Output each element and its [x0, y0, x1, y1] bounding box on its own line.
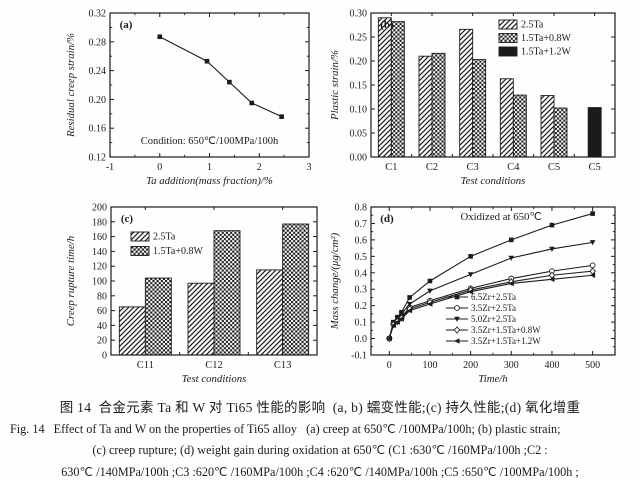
svg-text:Creep rupture time/h: Creep rupture time/h	[65, 236, 77, 326]
svg-text:100: 100	[422, 360, 437, 371]
svg-text:Test conditions: Test conditions	[461, 175, 526, 187]
figure-caption: 图 14 合金元素 Ta 和 W 对 Ti65 性能的影响 (a, b) 蠕变性…	[0, 397, 640, 481]
svg-text:180: 180	[92, 217, 107, 228]
svg-text:0: 0	[157, 162, 162, 173]
svg-text:C4: C4	[507, 162, 520, 173]
svg-text:C2: C2	[426, 162, 438, 173]
caption-english-line-1: Fig. 14 Effect of Ta and W on the proper…	[10, 421, 561, 436]
svg-text:0.20: 0.20	[350, 57, 368, 68]
svg-text:0.12: 0.12	[89, 153, 107, 164]
svg-text:300: 300	[504, 360, 519, 371]
caption-english-line-2: (c) creep rupture; (d) weight gain durin…	[92, 443, 548, 458]
svg-text:3.5Zr+2.5Ta: 3.5Zr+2.5Ta	[471, 303, 516, 313]
svg-text:0.7: 0.7	[355, 219, 368, 230]
svg-text:0.10: 0.10	[350, 105, 368, 116]
svg-text:3.5Zr+1.5Ta+1.2W: 3.5Zr+1.5Ta+1.2W	[471, 336, 541, 346]
svg-text:C11: C11	[137, 360, 154, 371]
panel-b-plastic-strain-bar-chart: C1 C2 C3 C4 C5 C5 0.00 0.05 0.10 0.15 0.20 0.25 0.30…	[326, 4, 632, 196]
svg-text:(a): (a)	[120, 19, 133, 31]
svg-text:1: 1	[207, 162, 212, 173]
svg-text:-0.1: -0.1	[351, 351, 367, 362]
svg-text:40: 40	[97, 321, 107, 332]
svg-text:(c): (c)	[121, 213, 134, 225]
svg-text:C1: C1	[385, 162, 397, 173]
svg-text:0.6: 0.6	[355, 235, 368, 246]
svg-text:Time/h: Time/h	[478, 373, 507, 385]
svg-text:C3: C3	[467, 162, 479, 173]
svg-text:0.4: 0.4	[355, 268, 368, 279]
svg-text:0.32: 0.32	[89, 9, 107, 20]
svg-text:400: 400	[544, 360, 559, 371]
caption-chinese: 图 14 合金元素 Ta 和 W 对 Ti65 性能的影响 (a, b) 蠕变性…	[59, 400, 581, 415]
svg-text:Plastic strain/%: Plastic strain/%	[329, 50, 341, 121]
svg-text:0.3: 0.3	[355, 285, 368, 296]
svg-text:2: 2	[257, 162, 262, 173]
svg-text:5.0Zr+2.5Ta: 5.0Zr+2.5Ta	[471, 314, 516, 324]
svg-text:C5: C5	[589, 162, 601, 173]
caption-english-line-3: 630℃ /140MPa/100h ;C3 :620℃ /160MPa/100h…	[61, 465, 579, 480]
svg-text:0.1: 0.1	[355, 318, 368, 329]
svg-text:C5: C5	[548, 162, 560, 173]
svg-text:0.8: 0.8	[355, 203, 368, 214]
svg-text:0.24: 0.24	[89, 66, 107, 77]
svg-text:3: 3	[307, 162, 312, 173]
svg-text:0.28: 0.28	[89, 37, 107, 48]
svg-text:Test conditions: Test conditions	[182, 373, 247, 385]
svg-text:2.5Ta: 2.5Ta	[153, 232, 176, 243]
svg-text:Residual creep strain/%: Residual creep strain/%	[65, 33, 77, 138]
svg-text:(b): (b)	[380, 19, 394, 31]
svg-text:0.0: 0.0	[355, 334, 368, 345]
chart-d-svg: -0.1 0.0 0.1 0.2 0.3 0.4 0.5 0.6 0.7 0.8 0 100 200 30…	[329, 203, 616, 385]
svg-text:0.15: 0.15	[350, 81, 368, 92]
svg-text:1.5Ta+1.2W: 1.5Ta+1.2W	[521, 47, 571, 58]
svg-text:1.5Ta+0.8W: 1.5Ta+0.8W	[521, 33, 571, 44]
svg-text:100: 100	[92, 277, 107, 288]
svg-text:120: 120	[92, 262, 107, 273]
panel-a-residual-creep-line-chart: 0.12 0.16 0.20 0.24 0.28 0.32 -1 0 1 2 3 Ta additio…	[60, 4, 322, 196]
svg-text:0.5: 0.5	[355, 252, 368, 263]
svg-text:2.5Ta: 2.5Ta	[521, 20, 544, 31]
panel-c-creep-rupture-bar-chart: C11 C12 C13 0 20 40 60 80 100 120 140 160 180 200 Test…	[60, 196, 334, 394]
chart-a-svg: 0.12 0.16 0.20 0.24 0.28 0.32 -1 0 1 2 3 Ta additio…	[65, 9, 312, 188]
svg-text:0.25: 0.25	[350, 33, 368, 44]
svg-text:1.5Ta+0.8W: 1.5Ta+0.8W	[153, 246, 203, 257]
svg-text:Condition: 650℃/100MPa/100h: Condition: 650℃/100MPa/100h	[141, 136, 279, 147]
svg-text:0.16: 0.16	[89, 124, 107, 135]
svg-text:C12: C12	[205, 360, 223, 371]
panel-d-oxidation-line-chart: -0.1 0.0 0.1 0.2 0.3 0.4 0.5 0.6 0.7 0.8 0 100 200 30…	[326, 196, 632, 394]
svg-text:0.05: 0.05	[350, 129, 368, 140]
svg-text:140: 140	[92, 247, 107, 258]
chart-c-svg: C11 C12 C13 0 20 40 60 80 100 120 140 160 180 200 Test…	[65, 203, 318, 385]
svg-text:Ta addition(mass fraction)/%: Ta addition(mass fraction)/%	[146, 175, 273, 187]
svg-text:-1: -1	[106, 162, 114, 173]
svg-text:0.20: 0.20	[89, 95, 107, 106]
svg-text:200: 200	[92, 203, 107, 214]
svg-text:20: 20	[97, 336, 107, 347]
svg-text:6.5Zr+2.5Ta: 6.5Zr+2.5Ta	[471, 292, 516, 302]
svg-text:(d): (d)	[380, 213, 394, 225]
svg-text:500: 500	[585, 360, 600, 371]
svg-text:60: 60	[97, 306, 107, 317]
svg-text:0.00: 0.00	[350, 153, 368, 164]
chart-b-svg: C1 C2 C3 C4 C5 C5 0.00 0.05 0.10 0.15 0.20 0.25 0.30…	[329, 9, 616, 187]
svg-text:3.5Zr+1.5Ta+0.8W: 3.5Zr+1.5Ta+0.8W	[471, 325, 541, 335]
svg-text:Mass change/(μg/cm²): Mass change/(μg/cm²)	[329, 232, 341, 330]
svg-text:0: 0	[102, 351, 107, 362]
svg-text:C13: C13	[274, 360, 292, 371]
svg-text:0.30: 0.30	[350, 9, 368, 20]
svg-text:0.2: 0.2	[355, 301, 368, 312]
svg-text:160: 160	[92, 232, 107, 243]
svg-text:80: 80	[97, 291, 107, 302]
svg-text:0: 0	[387, 360, 392, 371]
svg-text:200: 200	[463, 360, 478, 371]
svg-text:Oxidized at 650℃: Oxidized at 650℃	[460, 211, 541, 223]
